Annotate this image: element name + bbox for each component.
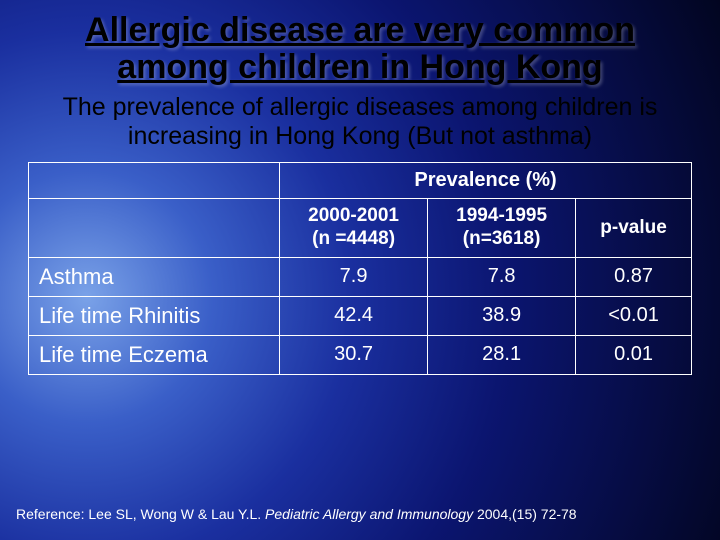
cell-value: 0.87 <box>576 257 692 296</box>
col-header-1994-line1: 1994-1995 <box>456 205 547 226</box>
cell-value: 30.7 <box>280 335 428 374</box>
col-header-2000-line1: 2000-2001 <box>308 205 399 226</box>
col-header-2000-line2: (n =4448) <box>312 228 395 249</box>
table-row: Life time Rhinitis 42.4 38.9 <0.01 <box>29 296 692 335</box>
col-header-2000: 2000-2001 (n =4448) <box>280 199 428 258</box>
slide-title: Allergic disease are very common among c… <box>0 0 720 87</box>
cell-value: 28.1 <box>428 335 576 374</box>
cell-value: 0.01 <box>576 335 692 374</box>
reference-suffix: 2004,(15) 72-78 <box>477 506 577 522</box>
reference-prefix: Reference: Lee SL, Wong W & Lau Y.L. <box>16 506 265 522</box>
slide: Allergic disease are very common among c… <box>0 0 720 540</box>
cell-value: 7.8 <box>428 257 576 296</box>
spanner-header: Prevalence (%) <box>280 163 692 199</box>
reference-journal: Pediatric Allergy and Immunology <box>265 506 477 522</box>
row-label: Life time Rhinitis <box>29 296 280 335</box>
cell-value: <0.01 <box>576 296 692 335</box>
prevalence-table: Prevalence (%) 2000-2001 (n =4448) 1994-… <box>28 162 692 375</box>
col-header-pvalue: p-value <box>576 199 692 258</box>
table-header-row-2: 2000-2001 (n =4448) 1994-1995 (n=3618) p… <box>29 199 692 258</box>
col-header-1994-line2: (n=3618) <box>463 228 541 249</box>
cell-value: 42.4 <box>280 296 428 335</box>
empty-header-cell <box>29 163 280 199</box>
row-label: Life time Eczema <box>29 335 280 374</box>
empty-header-cell-2 <box>29 199 280 258</box>
reference-citation: Reference: Lee SL, Wong W & Lau Y.L. Ped… <box>16 506 577 522</box>
table-row: Life time Eczema 30.7 28.1 0.01 <box>29 335 692 374</box>
prevalence-table-wrap: Prevalence (%) 2000-2001 (n =4448) 1994-… <box>28 162 692 375</box>
col-header-1994: 1994-1995 (n=3618) <box>428 199 576 258</box>
row-label: Asthma <box>29 257 280 296</box>
table-row: Asthma 7.9 7.8 0.87 <box>29 257 692 296</box>
slide-subtitle: The prevalence of allergic diseases amon… <box>0 87 720 159</box>
table-header-row-1: Prevalence (%) <box>29 163 692 199</box>
cell-value: 38.9 <box>428 296 576 335</box>
cell-value: 7.9 <box>280 257 428 296</box>
